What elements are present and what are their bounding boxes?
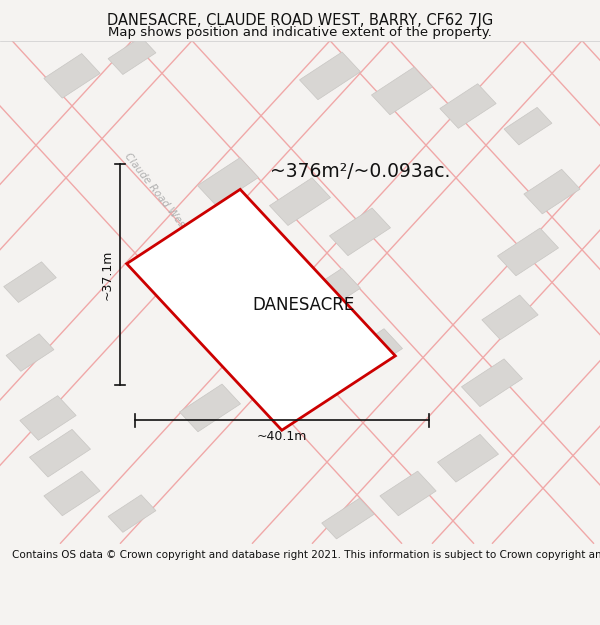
Polygon shape <box>504 107 552 145</box>
Polygon shape <box>329 208 391 256</box>
Polygon shape <box>108 37 156 74</box>
Polygon shape <box>440 84 496 128</box>
Polygon shape <box>197 158 259 206</box>
Polygon shape <box>524 169 580 214</box>
Polygon shape <box>44 54 100 98</box>
Polygon shape <box>461 359 523 407</box>
Polygon shape <box>127 189 395 430</box>
Polygon shape <box>269 177 331 226</box>
Polygon shape <box>341 329 403 376</box>
Polygon shape <box>380 471 436 516</box>
Text: ~376m²/~0.093ac.: ~376m²/~0.093ac. <box>270 162 450 181</box>
Polygon shape <box>269 359 331 407</box>
Polygon shape <box>4 262 56 302</box>
Polygon shape <box>299 52 361 100</box>
Text: DANESACRE, CLAUDE ROAD WEST, BARRY, CF62 7JG: DANESACRE, CLAUDE ROAD WEST, BARRY, CF62… <box>107 13 493 28</box>
Polygon shape <box>44 471 100 516</box>
Polygon shape <box>20 396 76 440</box>
Polygon shape <box>482 295 538 339</box>
Text: ~40.1m: ~40.1m <box>257 430 307 443</box>
Polygon shape <box>299 268 361 316</box>
Polygon shape <box>371 67 433 115</box>
Text: Map shows position and indicative extent of the property.: Map shows position and indicative extent… <box>108 26 492 39</box>
Polygon shape <box>497 228 559 276</box>
Polygon shape <box>437 434 499 482</box>
Polygon shape <box>108 495 156 532</box>
Polygon shape <box>29 429 91 477</box>
Text: ~37.1m: ~37.1m <box>100 249 113 300</box>
Polygon shape <box>322 498 374 539</box>
Polygon shape <box>179 384 241 432</box>
Text: Claude Road West: Claude Road West <box>123 151 189 232</box>
Polygon shape <box>6 334 54 371</box>
Text: Contains OS data © Crown copyright and database right 2021. This information is : Contains OS data © Crown copyright and d… <box>12 550 600 560</box>
Text: DANESACRE: DANESACRE <box>252 296 354 314</box>
